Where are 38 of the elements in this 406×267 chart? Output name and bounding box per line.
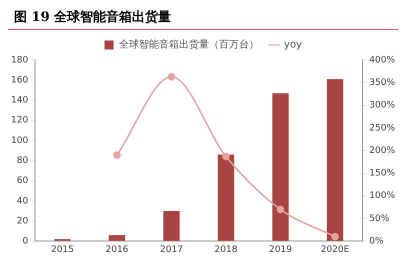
y2-tick-label: 0% <box>369 236 384 247</box>
bar <box>163 211 180 241</box>
y-tick-label: 60 <box>16 176 28 186</box>
y-tick-label: 0 <box>22 236 28 247</box>
y2-tick-label: 300% <box>369 100 396 111</box>
y-tick-label: 80 <box>16 156 28 166</box>
y-tick-label: 160 <box>10 75 28 86</box>
y-tick-label: 100 <box>10 136 28 146</box>
x-tick-label: 2019 <box>269 244 292 255</box>
point <box>222 152 230 160</box>
bar <box>108 235 126 241</box>
bar <box>218 154 234 241</box>
x-tick-label: 2018 <box>214 244 238 255</box>
point <box>168 73 176 81</box>
y2-tick-label: 400% <box>369 55 396 66</box>
y2-tick-label: 250% <box>369 123 396 134</box>
bar <box>326 79 344 241</box>
x-tick-label: 2017 <box>160 244 183 255</box>
y-tick-label: 180 <box>10 55 28 66</box>
legend-label: 全球智能音箱出货量（百万台） <box>119 38 260 51</box>
x-tick-label: 2020E <box>320 244 350 255</box>
y2-tick-label: 200% <box>369 146 396 156</box>
point <box>331 232 339 240</box>
y2-tick-label: 100% <box>369 191 396 202</box>
y-tick-label: 140 <box>10 96 28 106</box>
y-tick-label: 120 <box>10 116 28 126</box>
y-tick-label: 20 <box>16 216 28 226</box>
legend-label: yoy <box>284 40 302 51</box>
bar <box>272 93 289 241</box>
y2-tick-label: 350% <box>369 78 396 88</box>
y2-tick-label: 150% <box>369 168 396 179</box>
y2-tick-label: 50% <box>369 214 390 224</box>
point <box>276 206 284 214</box>
x-tick-label: 2016 <box>106 244 129 255</box>
chart-title: 图 19 全球智能音箱出货量 <box>8 8 398 30</box>
x-tick-label: 2015 <box>50 244 74 255</box>
point <box>113 151 121 159</box>
y-tick-label: 40 <box>16 196 28 206</box>
